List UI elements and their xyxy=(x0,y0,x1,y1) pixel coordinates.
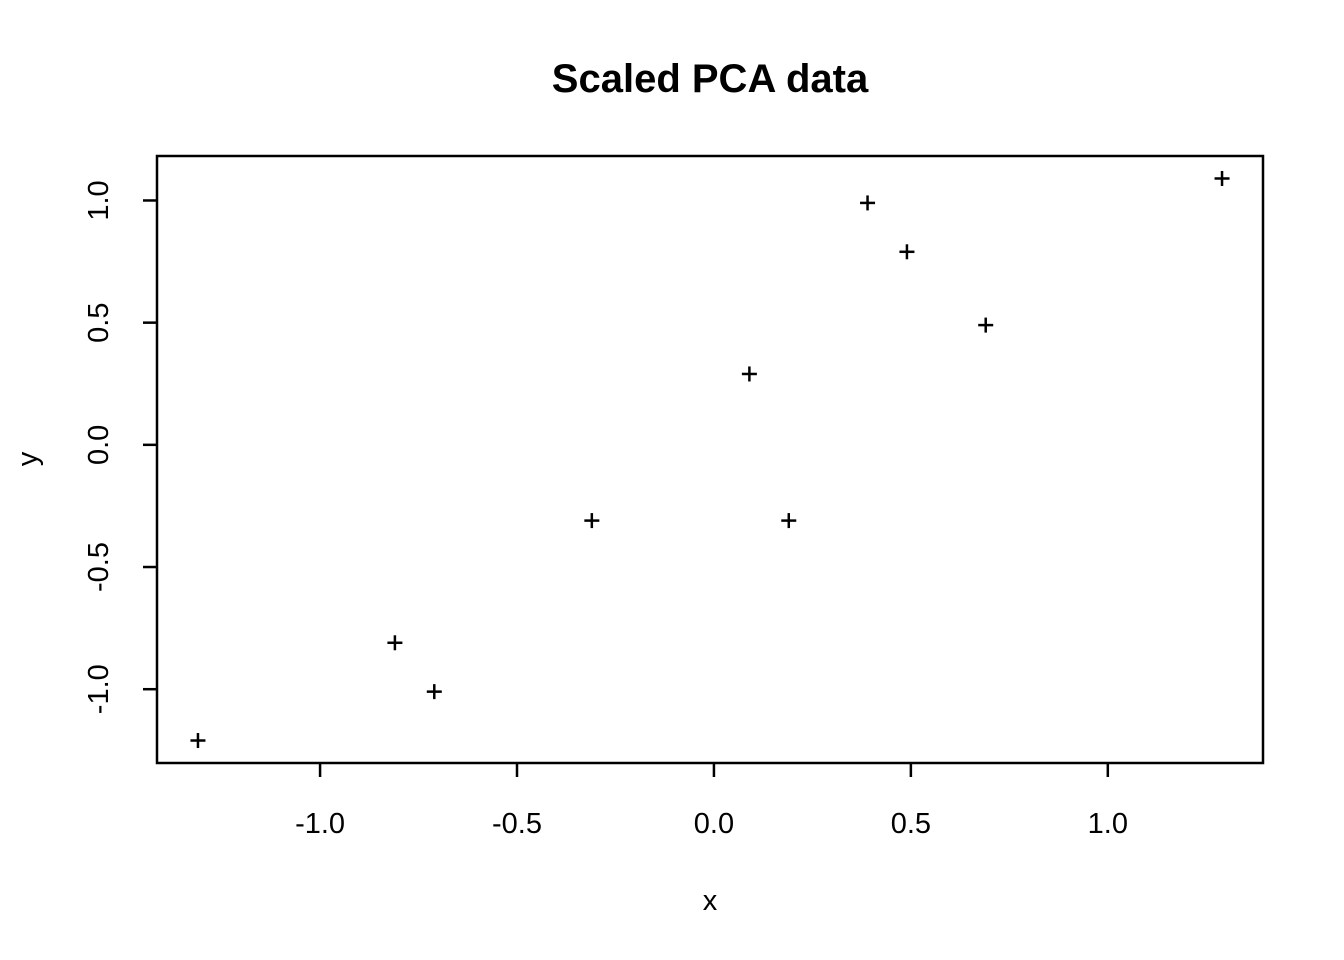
x-tick-label: 0.0 xyxy=(694,808,734,840)
data-point-plus-marker xyxy=(978,317,994,333)
data-point-plus-marker xyxy=(584,513,600,529)
data-point-plus-marker xyxy=(741,366,757,382)
data-points xyxy=(190,170,1230,749)
x-tick-label: -1.0 xyxy=(295,808,345,840)
data-point-plus-marker xyxy=(899,244,915,260)
x-axis: -1.0 -0.5 0.0 0.5 1.0 xyxy=(295,763,1128,840)
y-tick-label: 0.0 xyxy=(83,425,115,465)
y-tick-label: -0.5 xyxy=(83,542,115,592)
data-point-plus-marker xyxy=(426,684,442,700)
plot-box-border xyxy=(155,154,1265,765)
data-point-plus-marker xyxy=(781,513,797,529)
chart-title: Scaled PCA data xyxy=(552,57,869,101)
x-axis-title: x xyxy=(703,885,718,917)
x-tick-label: 1.0 xyxy=(1088,808,1128,840)
y-axis-title: y xyxy=(12,451,44,466)
data-point-plus-marker xyxy=(190,733,206,749)
plot-box xyxy=(155,154,1265,765)
x-tick-label: 0.5 xyxy=(891,808,931,840)
y-tick-label: 0.5 xyxy=(83,302,115,342)
y-axis: -1.0 -0.5 0.0 0.5 1.0 xyxy=(83,180,157,714)
x-tick-label: -0.5 xyxy=(492,808,542,840)
y-tick-label: 1.0 xyxy=(83,180,115,220)
data-point-plus-marker xyxy=(860,195,876,211)
data-point-plus-marker xyxy=(387,635,403,651)
data-point-plus-marker xyxy=(1214,170,1230,186)
y-tick-label: -1.0 xyxy=(83,664,115,714)
